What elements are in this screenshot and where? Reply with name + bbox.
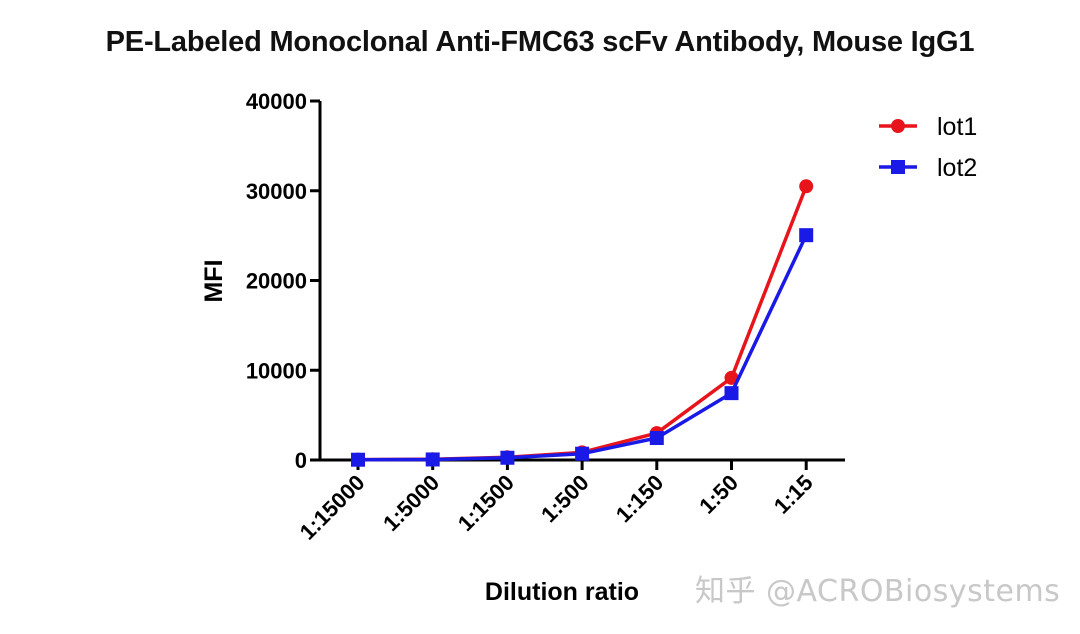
legend-square-marker (891, 160, 905, 174)
series-lot2 (351, 228, 814, 467)
x-tick-label: 1:500 (536, 470, 593, 527)
axes (310, 99, 845, 470)
y-tick-label: 40000 (246, 89, 307, 114)
y-tick-labels: 0 10000 20000 30000 40000 (246, 89, 307, 473)
y-tick-label: 30000 (246, 179, 307, 204)
data-point-square (500, 450, 515, 465)
y-axis-label: MFI (200, 259, 228, 302)
chart-title: PE-Labeled Monoclonal Anti-FMC63 scFv An… (105, 26, 975, 58)
data-point-square (575, 446, 590, 461)
series-line (357, 185, 808, 462)
series-line (357, 234, 808, 462)
x-tick-labels: 1:15000 1:5000 1:1500 1:500 1:150 1:50 1:15 (295, 470, 818, 545)
legend-item-lot1: lot1 (879, 113, 977, 141)
data-point-square (649, 431, 664, 446)
legend-item-lot2: lot2 (879, 154, 977, 182)
data-point-square (799, 228, 814, 243)
data-point-square (351, 452, 365, 467)
legend-label: lot2 (937, 154, 977, 182)
x-tick-label: 1:50 (694, 470, 743, 519)
x-tick-label: 1:5000 (378, 470, 444, 536)
y-tick-label: 0 (295, 448, 307, 473)
x-tick-label: 1:150 (611, 470, 668, 527)
x-tick-label: 1:15000 (295, 470, 370, 545)
y-tick-label: 20000 (246, 269, 307, 294)
data-point-square (724, 386, 739, 401)
data-point-circle (724, 370, 739, 385)
x-tick-label: 1:15 (769, 470, 818, 519)
y-tick-label: 10000 (246, 358, 307, 383)
x-tick-label: 1:1500 (453, 470, 519, 536)
data-series (351, 179, 814, 467)
watermark: 知乎 @ACROBiosystems (695, 574, 1061, 609)
x-axis-label: Dilution ratio (485, 578, 639, 606)
legend-label: lot1 (937, 113, 977, 141)
series-lot1 (351, 179, 814, 467)
legend: lot1 lot2 (879, 113, 977, 182)
legend-circle-marker (891, 119, 905, 133)
data-point-circle (799, 179, 814, 194)
data-point-square (425, 452, 440, 467)
